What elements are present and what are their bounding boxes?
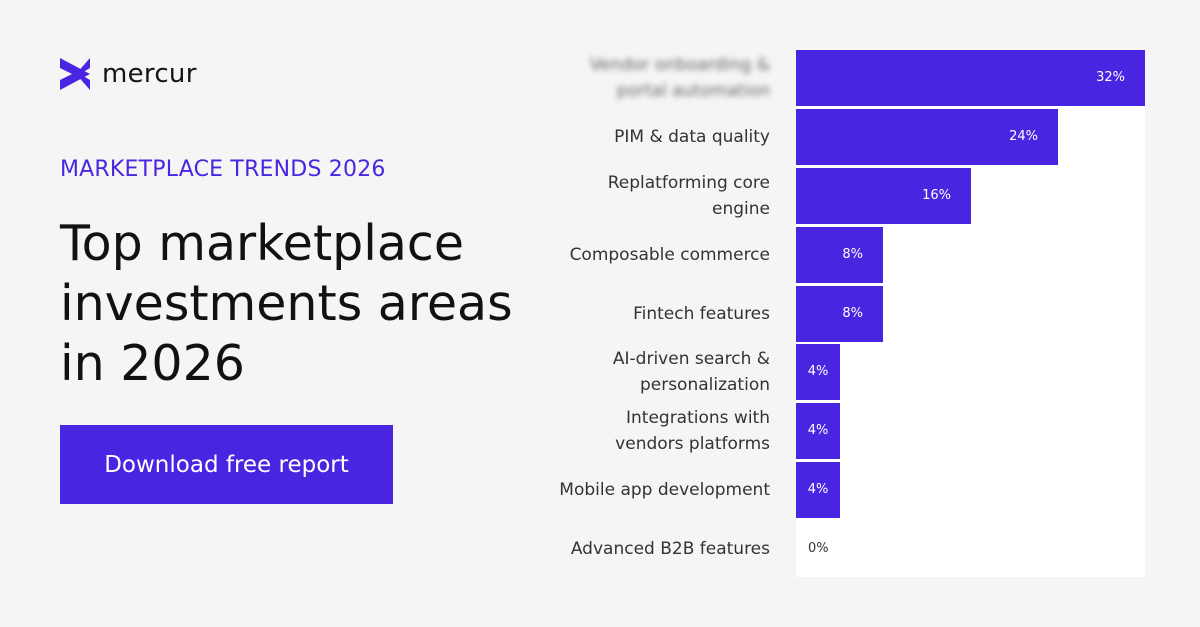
data-label: 16%: [922, 187, 951, 203]
chart-row: Replatforming core engine 16%: [555, 167, 1145, 224]
data-label: 8%: [842, 246, 863, 262]
bar: [796, 108, 1058, 165]
bar-chart: Vendor onboarding & portal automation 32%…: [555, 50, 1145, 577]
data-label: 4%: [807, 482, 829, 498]
data-label: 0%: [808, 541, 829, 556]
bar: [796, 50, 1145, 106]
category-label: Integrations with vendors platforms: [615, 408, 770, 455]
data-label: 24%: [1009, 128, 1038, 144]
data-label: 4%: [807, 423, 829, 439]
brand-name: mercur: [102, 59, 197, 89]
chart-row: Fintech features 8%: [555, 285, 1145, 342]
bar: [796, 226, 883, 283]
category-label: Composable commerce: [569, 244, 770, 265]
bar: [796, 403, 840, 460]
chart-row: PIM & data quality 24%: [555, 108, 1145, 165]
chart-row: Advanced B2B features 0%: [555, 521, 1145, 577]
category-label: AI-driven search & personalization: [612, 349, 770, 396]
chart-row: Mobile app development 4%: [555, 462, 1145, 519]
category-label: PIM & data quality: [614, 126, 770, 147]
bar: [796, 344, 840, 401]
data-label: 32%: [1096, 70, 1125, 85]
brand-logo: mercur: [60, 58, 197, 90]
chart-row: Composable commerce 8%: [555, 226, 1145, 283]
category-label: Vendor onboarding & portal automation: [589, 55, 770, 101]
chart-row: AI-driven search & personalization 4%: [555, 344, 1145, 401]
download-report-button[interactable]: Download free report: [60, 425, 393, 504]
chart-row: Integrations with vendors platforms 4%: [555, 403, 1145, 460]
bar: [796, 167, 971, 224]
mercur-logo-icon: [60, 58, 90, 90]
page-title: Top marketplace investments areas in 202…: [60, 215, 513, 392]
category-label: Replatforming core engine: [607, 172, 770, 219]
eyebrow-label: MARKETPLACE TRENDS 2026: [60, 157, 386, 182]
bar: [796, 462, 840, 519]
chart-row: Vendor onboarding & portal automation 32%: [555, 50, 1145, 106]
data-label: 8%: [842, 305, 863, 321]
category-label: Advanced B2B features: [570, 539, 770, 559]
data-label: 4%: [807, 364, 829, 380]
category-label: Fintech features: [633, 303, 770, 324]
bar: [796, 285, 883, 342]
category-label: Mobile app development: [559, 480, 770, 501]
